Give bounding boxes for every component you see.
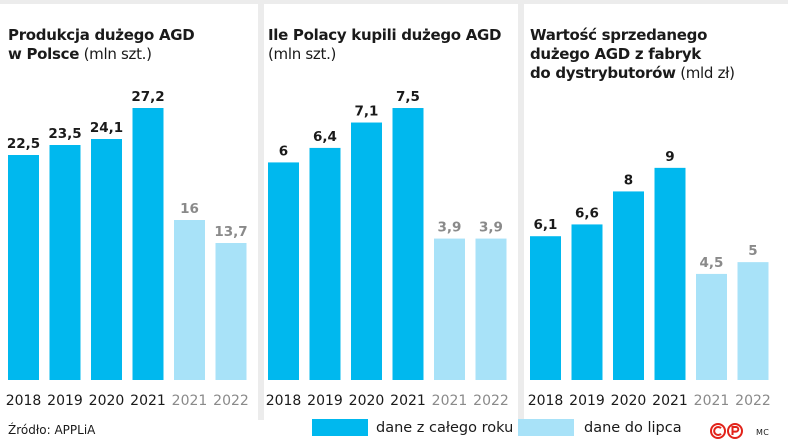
data-label: 3,9	[479, 220, 503, 236]
bar	[696, 273, 727, 380]
x-tick-label: 2019	[47, 393, 83, 409]
data-label: 9	[665, 149, 674, 165]
data-label: 5	[748, 243, 757, 259]
bar	[571, 224, 603, 380]
x-tick-label: 2021	[172, 393, 208, 409]
chart-title: Ile Polacy kupili dużego AGD (mln szt.)	[268, 26, 501, 64]
chart-unit: (mln szt.)	[268, 45, 337, 63]
bar	[737, 262, 769, 380]
bar	[613, 191, 644, 380]
data-label: 13,7	[214, 224, 247, 240]
panel-divider	[518, 0, 524, 420]
cp-logo-icon	[710, 423, 743, 439]
bar	[351, 122, 382, 381]
chart-title: Wartość sprzedanego dużego AGD z fabryk …	[530, 26, 735, 83]
legend-label-full-year: dane z całego roku	[376, 420, 514, 436]
author-credit: MC	[756, 428, 770, 437]
bar-chart-production: 22,5 2018 23,5 2019 24,1 2020 27,2 2021 16 2021 13…	[6, 89, 249, 409]
bar	[174, 220, 205, 380]
x-tick-label: 2022	[735, 393, 771, 409]
bar	[49, 145, 81, 380]
x-tick-label: 2021	[652, 393, 688, 409]
bar	[309, 147, 341, 380]
data-label: 24,1	[90, 120, 123, 136]
x-tick-label: 2021	[390, 393, 426, 409]
chart-title-line: Produkcja dużego AGD	[8, 26, 195, 44]
data-label: 22,5	[7, 136, 40, 152]
x-tick-label: 2020	[349, 393, 385, 409]
bar	[268, 162, 299, 380]
legend-label-partial: dane do lipca	[584, 420, 682, 436]
x-tick-label: 2021	[432, 393, 468, 409]
chart-title-line: dużego AGD z fabryk	[530, 45, 701, 63]
chart-unit: (mld zł)	[680, 64, 735, 82]
bar	[654, 167, 686, 380]
chart-panel-purchases: Ile Polacy kupili dużego AGD (mln szt.) …	[266, 0, 518, 420]
source-note: Źródło: APPLiA	[8, 423, 96, 437]
x-tick-label: 2018	[528, 393, 564, 409]
data-label: 6,1	[534, 217, 558, 233]
data-label: 8	[624, 172, 633, 188]
bar	[215, 243, 247, 380]
x-tick-label: 2018	[6, 393, 42, 409]
x-tick-label: 2022	[213, 393, 249, 409]
chart-panel-production: Produkcja dużego AGD w Polsce (mln szt.)…	[6, 0, 258, 420]
chart-unit: (mln szt.)	[83, 45, 152, 63]
chart-title-line: Wartość sprzedanego	[530, 26, 708, 44]
bar-chart-sales-value: 6,1 2018 6,6 2019 8 2020 9 2021 4,5 2021 5 2022	[528, 149, 771, 409]
data-label: 27,2	[131, 89, 164, 105]
data-label: 4,5	[700, 255, 724, 271]
x-tick-label: 2018	[266, 393, 302, 409]
chart-title-line: do dystrybutorów	[530, 64, 676, 82]
x-tick-label: 2021	[130, 393, 166, 409]
chart-title: Produkcja dużego AGD w Polsce (mln szt.)	[8, 26, 195, 64]
legend-swatch-partial	[518, 419, 574, 436]
x-tick-label: 2020	[611, 393, 647, 409]
data-label: 3,9	[438, 220, 462, 236]
bar	[475, 238, 507, 380]
bar-chart-purchases: 6 2018 6,4 2019 7,1 2020 7,5 2021 3,9 2021 3,9 2022	[266, 89, 509, 409]
legend-swatch-full-year	[312, 419, 368, 436]
bar	[8, 155, 39, 380]
bar	[434, 238, 465, 380]
chart-panel-sales-value: Wartość sprzedanego dużego AGD z fabryk …	[528, 0, 780, 420]
x-tick-label: 2019	[307, 393, 343, 409]
bar	[132, 108, 164, 380]
data-label: 6,6	[575, 205, 599, 221]
chart-title-line: w Polsce	[8, 45, 80, 63]
data-label: 6	[279, 143, 288, 159]
top-rule	[0, 0, 788, 4]
data-label: 6,4	[313, 129, 337, 145]
data-label: 7,1	[355, 104, 379, 120]
x-tick-label: 2021	[694, 393, 730, 409]
data-label: 7,5	[396, 89, 420, 105]
panel-divider	[258, 0, 264, 420]
chart-title-line: Ile Polacy kupili dużego AGD	[268, 26, 502, 44]
data-label: 16	[180, 201, 199, 217]
data-label: 23,5	[48, 126, 81, 142]
x-tick-label: 2022	[473, 393, 509, 409]
bar	[530, 236, 561, 380]
x-tick-label: 2020	[89, 393, 125, 409]
bar	[91, 139, 122, 380]
x-tick-label: 2019	[569, 393, 605, 409]
bar	[392, 108, 424, 381]
